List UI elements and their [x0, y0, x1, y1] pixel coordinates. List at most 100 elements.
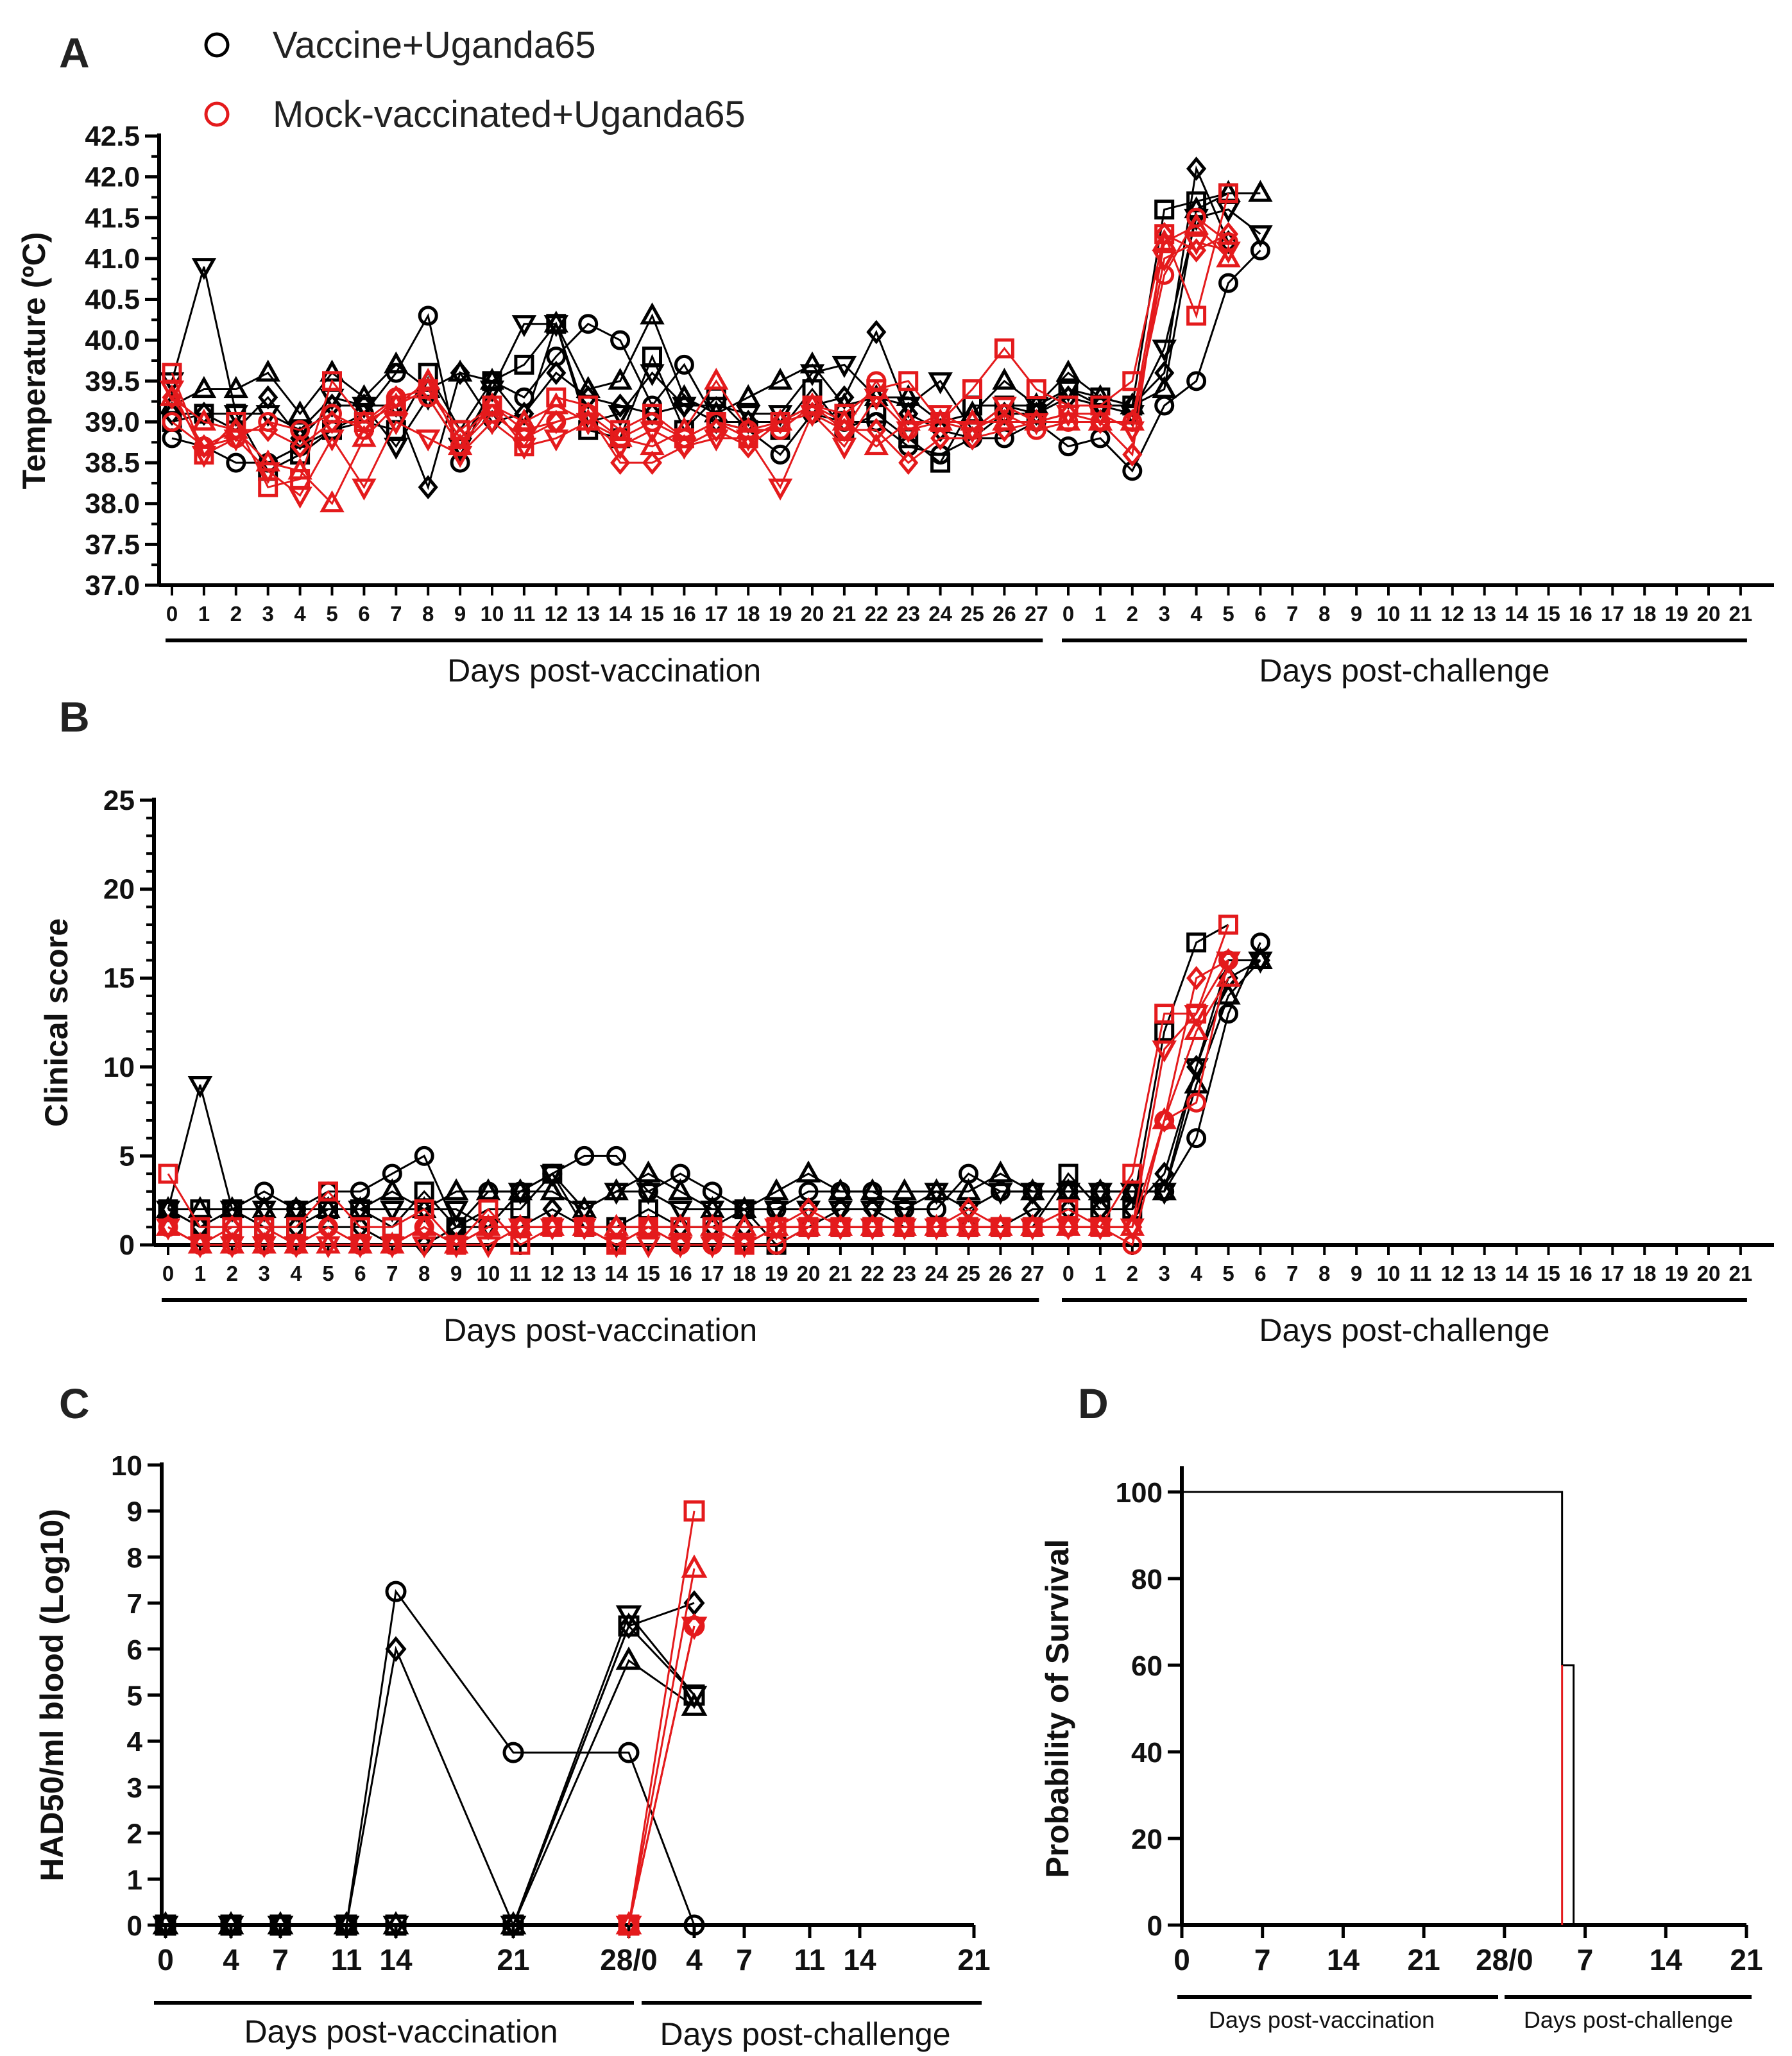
data-point	[322, 371, 342, 391]
x-tick-label: 17	[1601, 1262, 1625, 1285]
series-mock-diamond	[158, 948, 1239, 1257]
series-vaccine-triangle	[155, 947, 1273, 1219]
group-label: Days post-challenge	[1259, 1312, 1549, 1348]
x-tick-label: 27	[1021, 1262, 1045, 1285]
data-point	[255, 359, 280, 382]
x-tick-label: 15	[636, 1262, 660, 1285]
data-point	[681, 1692, 708, 1716]
x-tick-label: 28/0	[1476, 1943, 1533, 1976]
series-mock-triangle-down	[159, 233, 1241, 509]
data-point	[158, 1215, 178, 1240]
x-tick-label: 1	[198, 602, 210, 626]
x-tick-label: 2	[1127, 602, 1138, 626]
data-point	[988, 1183, 1013, 1205]
y-tick-label: 37.0	[85, 570, 140, 601]
x-tick-label: 14	[843, 1943, 876, 1976]
data-point	[269, 1912, 291, 1939]
x-tick-label: 2	[1127, 1262, 1138, 1285]
data-point	[926, 1215, 947, 1240]
x-tick-label: 16	[1569, 602, 1592, 626]
data-point	[866, 418, 887, 443]
data-point	[1020, 1183, 1045, 1205]
data-point	[706, 418, 726, 443]
data-point	[572, 1201, 597, 1223]
data-point	[318, 1215, 339, 1240]
x-tick-label: 20	[1697, 1262, 1721, 1285]
x-tick-label: 3	[1159, 602, 1170, 626]
panel-letter: C	[59, 1380, 90, 1427]
data-point	[502, 1742, 524, 1763]
data-point	[894, 1215, 915, 1240]
x-tick-label: 10	[1377, 602, 1401, 626]
y-tick-label: 40.0	[85, 325, 140, 356]
data-point	[994, 418, 1014, 443]
data-point	[508, 1183, 533, 1205]
data-point	[287, 458, 312, 480]
data-point	[990, 1215, 1011, 1240]
data-point	[1184, 1018, 1209, 1040]
data-point	[864, 433, 889, 456]
data-point	[255, 462, 280, 484]
data-point	[191, 258, 217, 280]
data-point	[608, 405, 633, 427]
data-point	[187, 1075, 213, 1099]
y-tick-label: 38.0	[85, 488, 140, 520]
data-point	[770, 444, 790, 465]
data-point	[162, 401, 182, 426]
data-point	[382, 1233, 402, 1257]
data-point	[608, 438, 633, 460]
data-point	[1218, 221, 1239, 246]
y-tick-label: 41.5	[85, 202, 140, 234]
y-tick-label: 20	[1131, 1824, 1163, 1855]
data-point	[606, 1145, 627, 1166]
data-point	[418, 475, 438, 500]
x-tick-label: 10	[477, 1262, 500, 1285]
data-point	[1154, 200, 1175, 220]
x-tick-label: 4	[686, 1943, 703, 1976]
data-point	[1186, 932, 1207, 953]
data-point	[798, 1197, 819, 1222]
data-point	[799, 351, 825, 373]
x-tick-label: 6	[358, 602, 370, 626]
x-tick-label: 9	[1351, 1262, 1362, 1285]
x-tick-label: 21	[1729, 602, 1753, 626]
x-tick-label: 13	[572, 1262, 596, 1285]
x-tick-label: 20	[797, 1262, 821, 1285]
data-point	[546, 409, 567, 434]
data-point	[1122, 1215, 1143, 1240]
data-point	[159, 380, 185, 403]
data-point	[226, 452, 246, 473]
data-point	[1248, 225, 1273, 248]
x-tick-label: 23	[896, 602, 920, 626]
x-tick-label: 3	[1159, 1262, 1170, 1285]
data-point	[700, 1201, 725, 1223]
data-point	[219, 1201, 245, 1223]
data-point	[321, 393, 343, 418]
y-tick-label: 15	[103, 963, 135, 994]
data-point	[1055, 359, 1081, 382]
data-point	[158, 1163, 178, 1184]
series-vaccine-diamond	[155, 1590, 705, 1939]
y-tick-label: 10	[103, 1052, 135, 1083]
data-point	[1090, 409, 1111, 434]
x-tick-label: 22	[860, 1262, 884, 1285]
data-point	[384, 438, 409, 460]
data-point	[683, 1613, 705, 1639]
data-point	[610, 330, 631, 350]
data-point	[1154, 361, 1175, 385]
data-point	[1216, 964, 1241, 987]
data-point	[1122, 1163, 1143, 1184]
data-point	[155, 1912, 176, 1939]
y-tick-label: 4	[127, 1726, 143, 1758]
data-point	[1026, 379, 1046, 400]
data-point	[1090, 1215, 1111, 1240]
x-tick-label: 18	[1633, 602, 1657, 626]
data-point	[610, 450, 631, 475]
data-point	[1154, 221, 1175, 246]
x-tick-label: 12	[544, 602, 568, 626]
y-tick-label: 42.5	[85, 121, 140, 152]
data-point	[380, 1178, 405, 1201]
data-point	[478, 1215, 499, 1240]
x-tick-label: 18	[737, 602, 760, 626]
data-point	[1026, 409, 1046, 434]
